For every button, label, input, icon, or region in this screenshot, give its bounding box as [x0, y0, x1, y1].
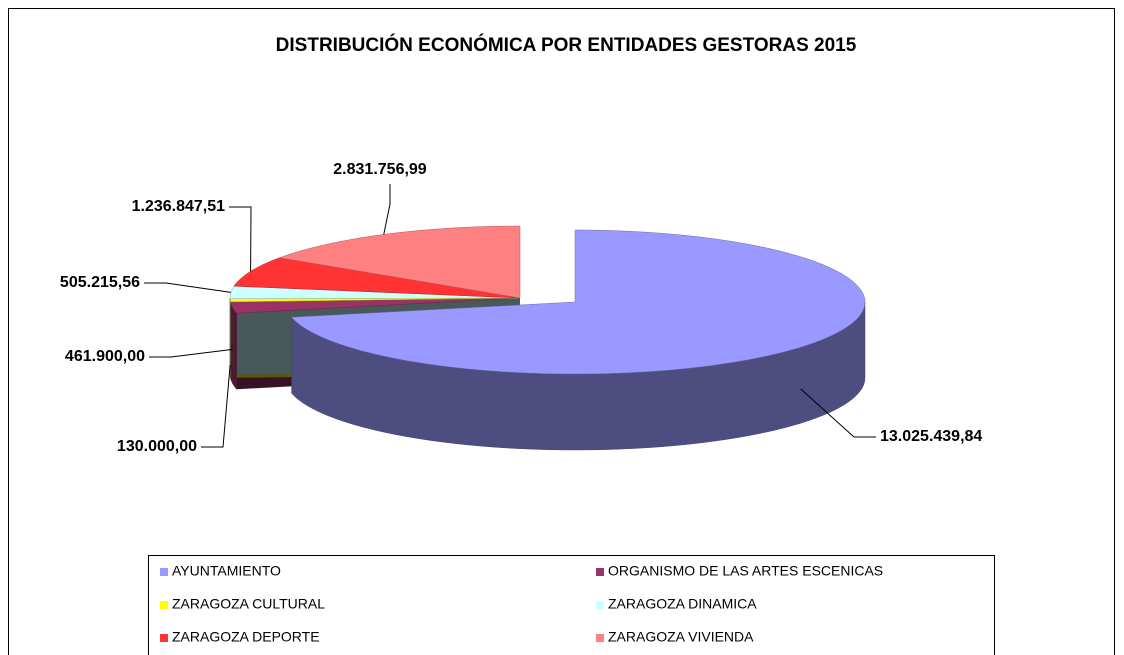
legend-label: ZARAGOZA DINAMICA — [608, 596, 757, 612]
data-label: 1.236.847,51 — [132, 198, 226, 215]
legend-label: ZARAGOZA DEPORTE — [172, 629, 320, 645]
data-label: 505.215,56 — [60, 274, 140, 291]
legend-label: ZARAGOZA CULTURAL — [172, 596, 325, 612]
legend-swatch — [596, 634, 604, 642]
chart-title: DISTRIBUCIÓN ECONÓMICA POR ENTIDADES GES… — [276, 34, 857, 56]
legend-swatch — [160, 601, 168, 609]
legend-label: AYUNTAMIENTO — [172, 563, 281, 579]
legend-swatch — [160, 568, 168, 576]
data-label: 2.831.756,99 — [333, 161, 427, 178]
leader-line — [800, 388, 876, 438]
legend-swatch — [596, 601, 604, 609]
legend-box — [148, 555, 995, 655]
data-label: 461.900,00 — [65, 348, 145, 365]
legend-swatch — [160, 634, 168, 642]
slice-side — [230, 301, 237, 390]
leader-line — [201, 364, 231, 448]
data-label: 130.000,00 — [117, 438, 197, 455]
legend-label: ORGANISMO DE LAS ARTES ESCENICAS — [608, 563, 883, 579]
leader-line — [229, 206, 252, 272]
slice — [291, 229, 866, 375]
leader-line — [149, 348, 233, 358]
leader-line — [144, 282, 231, 293]
leader-line — [383, 184, 391, 235]
slice — [229, 285, 521, 299]
slice — [278, 225, 521, 299]
legend-swatch — [596, 568, 604, 576]
legend-label: ZARAGOZA VIVIENDA — [608, 629, 754, 645]
data-label: 13.025.439,84 — [880, 428, 982, 445]
